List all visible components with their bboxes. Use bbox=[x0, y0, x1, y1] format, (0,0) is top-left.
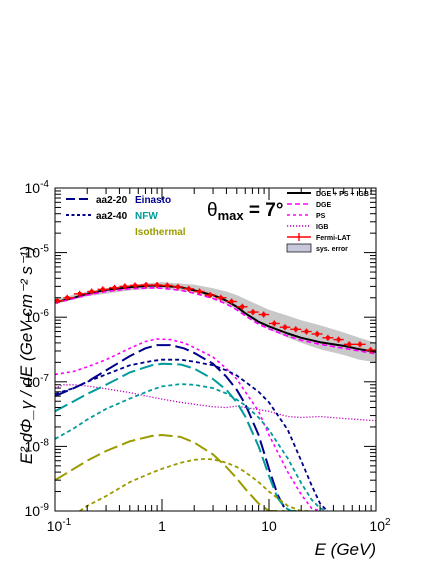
fermi-lat-point bbox=[183, 285, 195, 292]
legend-style-label: aa2-40 bbox=[96, 211, 128, 222]
fermi-lat-point bbox=[172, 283, 184, 290]
y-tick-label: 10-4 bbox=[25, 179, 50, 196]
fermi-lat-point bbox=[354, 341, 366, 348]
fermi-lat-point bbox=[73, 290, 88, 297]
fermi-lat-layer bbox=[55, 282, 376, 354]
series-line-6 bbox=[55, 358, 328, 511]
theta-subscript: max bbox=[218, 208, 245, 223]
theta-value: = 7° bbox=[244, 200, 284, 221]
fermi-lat-point bbox=[204, 292, 216, 299]
fermi-lat-point bbox=[119, 283, 130, 290]
legend-right: DGE + PS + IGB DGE PS IGB Fermi-LAT sys. erro… bbox=[286, 191, 369, 253]
fermi-lat-point bbox=[301, 328, 312, 335]
fermi-lat-point bbox=[215, 294, 227, 301]
fermi-lat-point bbox=[236, 303, 248, 310]
fermi-lat-point bbox=[343, 341, 355, 348]
legend-swatch bbox=[286, 243, 312, 253]
legend-profile-label: Isothermal bbox=[135, 227, 186, 238]
legend-profile-label: NFW bbox=[135, 211, 158, 222]
fermi-lat-point bbox=[55, 297, 64, 304]
fermi-lat-point bbox=[109, 284, 120, 291]
series-line-10 bbox=[79, 458, 312, 511]
y-axis-label: E² dΦ_γ / dE (GeV cm⁻² s⁻¹) bbox=[17, 246, 36, 464]
theta-symbol: θ bbox=[207, 200, 218, 221]
legend-label: IGB bbox=[316, 224, 328, 231]
x-tick-label: 102 bbox=[369, 517, 391, 534]
axis-ticks: 10-1 1 10 102 10-9 10-8 10-7 10-6 10-5 10-4 bbox=[25, 179, 391, 534]
x-tick-label: 1 bbox=[158, 518, 166, 534]
y-tick-label: 10-6 bbox=[25, 308, 50, 325]
fermi-lat-point bbox=[87, 288, 98, 295]
legend-profile-label: Einasto bbox=[135, 195, 171, 206]
fermi-lat-point bbox=[269, 320, 280, 327]
legend-style-label: aa2-20 bbox=[96, 195, 128, 206]
x-axis-label: E (GeV) bbox=[315, 540, 376, 559]
series-line-3 bbox=[55, 338, 321, 511]
fermi-lat-point bbox=[365, 347, 376, 354]
fermi-lat-point bbox=[129, 282, 141, 289]
series-line-4 bbox=[55, 384, 376, 422]
series-line-9 bbox=[55, 434, 285, 511]
series-line-8 bbox=[55, 383, 328, 511]
y-tick-label: 10-8 bbox=[25, 437, 50, 454]
y-tick-label: 10-5 bbox=[25, 244, 50, 261]
fermi-lat-point bbox=[226, 298, 237, 305]
fermi-lat-point bbox=[258, 311, 269, 318]
fermi-lat-point bbox=[279, 324, 291, 331]
fermi-lat-point bbox=[162, 282, 173, 289]
legend-label: DGE bbox=[316, 202, 332, 209]
legend-left: aa2-20 aa2-40 Einasto NFW Isothermal bbox=[66, 195, 186, 238]
fermi-lat-point bbox=[140, 282, 152, 289]
fermi-lat-point bbox=[322, 334, 334, 341]
legend-label: sys. error bbox=[316, 246, 348, 253]
series-line-5 bbox=[55, 344, 292, 511]
y-tick-label: 10-9 bbox=[25, 502, 50, 519]
fermi-lat-point bbox=[333, 336, 344, 343]
series-line-7 bbox=[55, 362, 297, 511]
y-tick-label: 10-7 bbox=[25, 373, 50, 390]
legend-label: PS bbox=[316, 213, 326, 220]
x-tick-label: 10-1 bbox=[47, 517, 72, 534]
theta-annotation: θmax = 7° bbox=[207, 200, 283, 223]
fermi-lat-point bbox=[194, 288, 205, 295]
x-tick-label: 10 bbox=[261, 518, 277, 534]
fermi-lat-point bbox=[97, 286, 110, 293]
fermi-lat-point bbox=[151, 282, 162, 289]
fermi-lat-point bbox=[290, 326, 302, 333]
fermi-lat-point bbox=[311, 330, 323, 337]
legend-label: Fermi-LAT bbox=[316, 235, 351, 242]
fermi-lat-point bbox=[63, 294, 74, 301]
legend-label: DGE + PS + IGB bbox=[316, 191, 369, 198]
legend-swatch bbox=[287, 233, 311, 241]
plot-frame bbox=[54, 187, 377, 512]
fermi-lat-point bbox=[247, 309, 259, 316]
